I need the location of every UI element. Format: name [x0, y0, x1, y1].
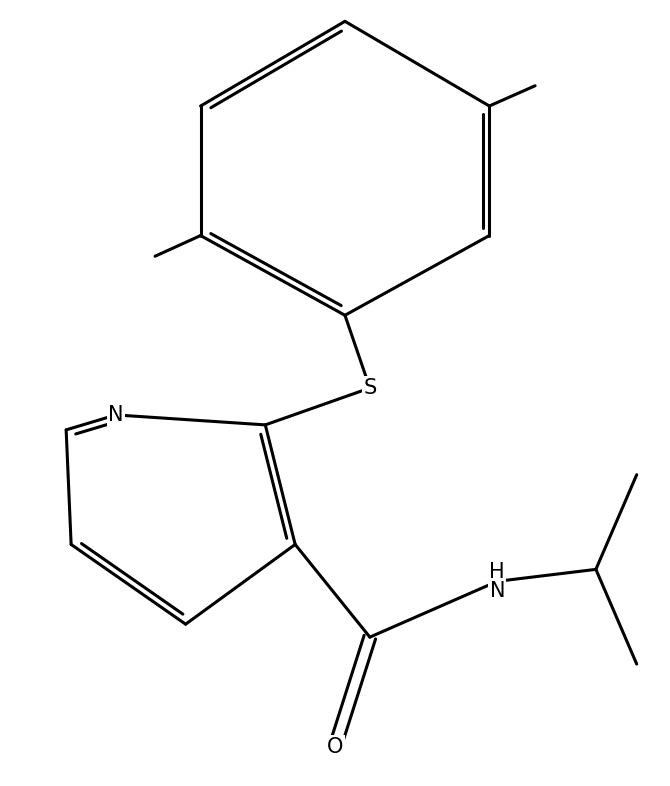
Text: N: N	[108, 405, 124, 425]
Text: O: O	[327, 736, 343, 757]
Text: S: S	[363, 378, 377, 398]
Text: H
N: H N	[490, 562, 505, 601]
